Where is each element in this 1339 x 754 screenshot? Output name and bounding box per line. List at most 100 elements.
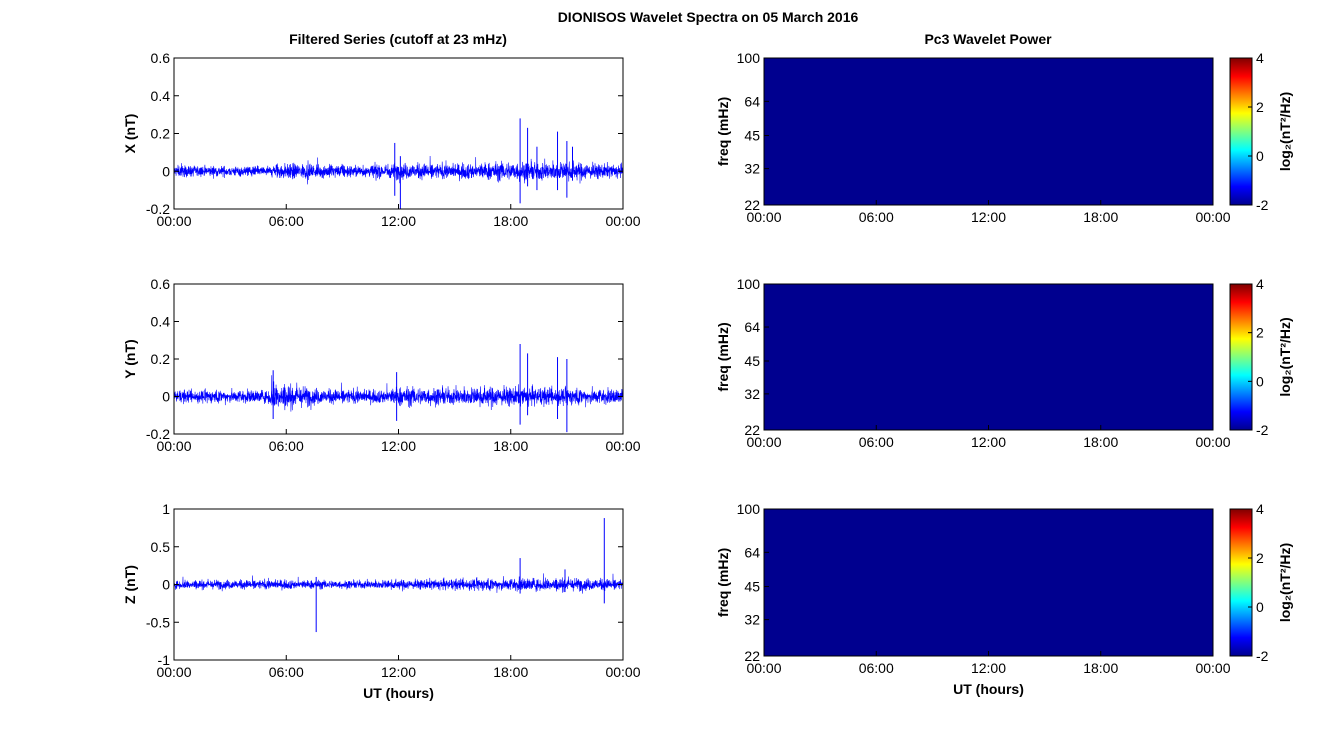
x-tick-label: 06:00: [269, 664, 304, 680]
y-tick-label: 0.6: [151, 276, 171, 292]
y-tick-label: -0.2: [146, 426, 170, 442]
colorbar-tick-label: -2: [1256, 648, 1269, 664]
x-tick-label: 18:00: [493, 664, 528, 680]
colorbar-label: log₂(nT²/Hz): [1277, 543, 1293, 622]
x-tick-label: 12:00: [381, 438, 416, 454]
y-axis-label: Z (nT): [122, 565, 138, 604]
x-tick-label: 00:00: [156, 664, 191, 680]
colorbar-tick-label: 2: [1256, 550, 1264, 566]
y-tick-label: 64: [744, 93, 760, 109]
x-tick-label: 00:00: [746, 209, 781, 225]
heatmap-panel-z: 22 32 45 64 100 00:00 06:00 12:00 18:00 00:00 freq…: [715, 501, 1293, 697]
y-tick-label: 64: [744, 319, 760, 335]
colorbar-label: log₂(nT²/Hz): [1277, 317, 1293, 396]
x-tick-label: 12:00: [381, 664, 416, 680]
x-tick-label: 06:00: [859, 209, 894, 225]
plot-frame: [173, 57, 624, 210]
x-tick-label: 12:00: [381, 213, 416, 229]
x-tick-label: 12:00: [971, 434, 1006, 450]
x-tick-label: 00:00: [605, 438, 640, 454]
series-trace-z: [173, 573, 624, 594]
y-tick-label: -1: [158, 652, 171, 668]
y-tick-label: 1: [162, 501, 170, 517]
y-tick-label: 22: [744, 648, 760, 664]
heatmap-fill: [763, 57, 1214, 206]
y-tick-label: 0.2: [151, 126, 171, 142]
y-tick-label: 0: [162, 163, 170, 179]
x-tick-label: 18:00: [1083, 209, 1118, 225]
y-tick-label: 32: [744, 386, 760, 402]
colorbar-tick-label: 2: [1256, 325, 1264, 341]
x-axis-label: UT (hours): [953, 681, 1024, 697]
x-tick-label: 00:00: [156, 438, 191, 454]
x-tick-label: 18:00: [1083, 660, 1118, 676]
colorbar-tick-label: 4: [1256, 501, 1264, 517]
line-panel-x: -0.2 0 0.2 0.4 0.6 00:00 06:00 12:00 18:00 00:00 X…: [122, 50, 641, 229]
colorbar-tick-label: -2: [1256, 422, 1269, 438]
x-tick-label: 00:00: [746, 660, 781, 676]
colorbar: [1229, 283, 1253, 431]
y-axis-label: freq (mHz): [715, 97, 731, 166]
y-axis-label: Y (nT): [122, 339, 138, 378]
y-tick-label: 22: [744, 422, 760, 438]
x-tick-label: 00:00: [156, 213, 191, 229]
y-axis-label: freq (mHz): [715, 548, 731, 617]
x-tick-label: 06:00: [269, 213, 304, 229]
y-tick-label: 0.4: [151, 314, 171, 330]
x-tick-label: 06:00: [269, 438, 304, 454]
y-tick-label: 0: [162, 389, 170, 405]
y-tick-label: 100: [737, 276, 761, 292]
heatmap-panel-y: 22 32 45 64 100 00:00 06:00 12:00 18:00 00:00 freq…: [715, 276, 1293, 450]
y-tick-label: -0.2: [146, 201, 170, 217]
colorbar-tick-label: 4: [1256, 50, 1264, 66]
plot-frame: [173, 283, 624, 435]
y-tick-label: 0.4: [151, 88, 171, 104]
x-tick-label: 12:00: [971, 209, 1006, 225]
x-tick-label: 00:00: [746, 434, 781, 450]
x-tick-label: 00:00: [605, 664, 640, 680]
y-tick-label: 0.2: [151, 351, 171, 367]
y-tick-label: 22: [744, 197, 760, 213]
colorbar-tick-label: 2: [1256, 99, 1264, 115]
x-tick-label: 00:00: [1195, 209, 1230, 225]
y-tick-label: -0.5: [146, 614, 170, 630]
y-tick-label: 64: [744, 544, 760, 560]
x-tick-label: 00:00: [605, 213, 640, 229]
colorbar-tick-label: -2: [1256, 197, 1269, 213]
left-column-title: Filtered Series (cutoff at 23 mHz): [289, 31, 507, 47]
y-tick-label: 32: [744, 161, 760, 177]
heatmap-fill: [763, 508, 1214, 657]
y-tick-label: 0: [162, 577, 170, 593]
figure-title: DIONISOS Wavelet Spectra on 05 March 201…: [558, 9, 859, 25]
series-trace-x: [173, 156, 624, 185]
colorbar-tick-label: 0: [1256, 148, 1264, 164]
x-tick-label: 18:00: [493, 213, 528, 229]
colorbar-tick-label: 0: [1256, 373, 1264, 389]
colorbar: [1229, 57, 1253, 206]
colorbar-tick-label: 4: [1256, 276, 1264, 292]
x-tick-label: 00:00: [1195, 434, 1230, 450]
line-panel-y: -0.2 0 0.2 0.4 0.6 00:00 06:00 12:00 18:00 00:00 Y…: [122, 276, 641, 454]
y-axis-label: X (nT): [122, 114, 138, 154]
y-tick-label: 100: [737, 501, 761, 517]
x-tick-label: 12:00: [971, 660, 1006, 676]
y-axis-label: freq (mHz): [715, 322, 731, 391]
x-tick-label: 18:00: [493, 438, 528, 454]
colorbar-label: log₂(nT²/Hz): [1277, 92, 1293, 171]
colorbar-tick-label: 0: [1256, 599, 1264, 615]
y-tick-label: 0.6: [151, 50, 171, 66]
x-tick-label: 06:00: [859, 660, 894, 676]
y-tick-label: 0.5: [151, 539, 171, 555]
charts-group: -0.2 0 0.2 0.4 0.6 00:00 06:00 12:00 18:00 00:00 X…: [122, 50, 1293, 701]
y-tick-label: 45: [744, 579, 760, 595]
x-tick-label: 18:00: [1083, 434, 1118, 450]
line-panel-z: -1 -0.5 0 0.5 1 00:00 06:00 12:00 18:00 00:00 Z (n…: [122, 501, 641, 701]
x-tick-label: 06:00: [859, 434, 894, 450]
heatmap-fill: [763, 283, 1214, 431]
heatmap-panel-x: 22 32 45 64 100 00:00 06:00 12:00 18:00 00:00 freq…: [715, 50, 1293, 225]
series-trace-y: [173, 375, 624, 412]
colorbar: [1229, 508, 1253, 657]
y-tick-label: 45: [744, 128, 760, 144]
y-tick-label: 32: [744, 612, 760, 628]
y-tick-label: 100: [737, 50, 761, 66]
